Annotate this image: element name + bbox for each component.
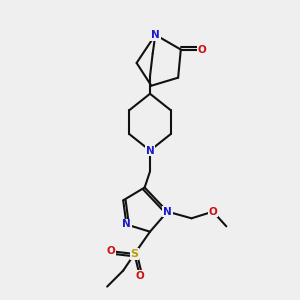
Text: O: O	[208, 207, 217, 217]
Text: N: N	[151, 30, 160, 40]
Text: N: N	[146, 146, 154, 155]
Text: O: O	[107, 246, 116, 256]
Text: N: N	[163, 207, 172, 217]
Text: O: O	[135, 271, 144, 281]
Text: S: S	[130, 249, 139, 259]
Text: N: N	[122, 220, 131, 230]
Text: O: O	[198, 45, 207, 55]
